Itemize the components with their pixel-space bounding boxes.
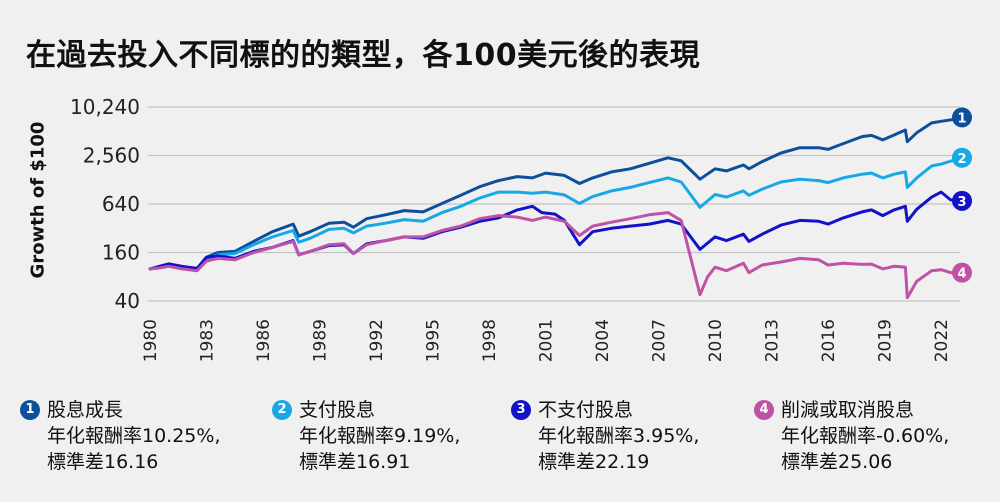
series-line-4 (148, 211, 962, 300)
legend-stdev-3: 標準差22.19 (538, 451, 650, 473)
legend-badge-1: 1 (20, 400, 40, 420)
legend-return-1: 年化報酬率10.25%, (47, 425, 221, 447)
legend-item-3: 3 不支付股息 年化報酬率3.95%, 標準差22.19 (511, 397, 699, 475)
y-tick-label: 160 (102, 241, 140, 265)
legend-return-3: 年化報酬率3.95%, (538, 425, 700, 447)
series-end-badge-4 (952, 262, 972, 283)
y-tick-label: 2,560 (83, 144, 140, 168)
x-tick-label: 1995 (424, 319, 444, 362)
legend-badge-3: 3 (511, 400, 531, 420)
series-end-badge-2 (952, 147, 972, 168)
x-tick-label: 1992 (367, 319, 387, 362)
series-line-1 (148, 115, 962, 271)
series-line-2 (148, 156, 962, 272)
legend-name-2: 支付股息 (299, 399, 376, 421)
line-chart: 40 160 640 2,560 10,240 1980 1983 1986 1989 1992 1… (70, 95, 972, 362)
legend-name-4: 削減或取消股息 (781, 399, 915, 421)
series-end-badge-1 (952, 107, 972, 128)
legend-badge-2: 2 (272, 400, 292, 420)
legend-badge-4: 4 (754, 400, 774, 420)
chart-title: 在過去投入不同標的的類型，各100美元後的表現 (26, 38, 701, 73)
legend-stdev-2: 標準差16.91 (299, 451, 411, 473)
legend-return-4: 年化報酬率-0.60%, (781, 425, 950, 447)
series-end-label-2: 2 (957, 152, 966, 167)
series-end-label-3: 3 (957, 195, 966, 210)
x-tick-label: 2007 (650, 319, 670, 362)
legend-item-1: 1 股息成長 年化報酬率10.25%, 標準差16.16 (20, 397, 221, 475)
x-tick-label: 2004 (593, 319, 613, 362)
x-tick-label: 1980 (141, 319, 161, 362)
x-tick-label: 2013 (763, 319, 783, 362)
y-tick-label: 640 (102, 192, 140, 216)
x-tick-label: 2019 (876, 319, 896, 362)
series-end-label-4: 4 (957, 267, 966, 282)
legend-name-3: 不支付股息 (538, 399, 634, 421)
x-tick-label: 1989 (311, 319, 331, 362)
series-end-label-1: 1 (957, 111, 966, 126)
x-tick-label: 1986 (254, 319, 274, 362)
x-tick-label: 2010 (706, 319, 726, 362)
x-tick-label: 2022 (932, 319, 952, 362)
legend-item-2: 2 支付股息 年化報酬率9.19%, 標準差16.91 (272, 397, 460, 475)
x-tick-label: 2016 (819, 319, 839, 362)
x-tick-label: 2001 (537, 319, 557, 362)
legend-return-2: 年化報酬率9.19%, (299, 425, 461, 447)
legend-stdev-1: 標準差16.16 (47, 451, 159, 473)
x-tick-label: 1983 (198, 319, 218, 362)
series-end-badge-3 (952, 190, 972, 211)
y-tick-label: 10,240 (70, 95, 140, 119)
x-tick-label: 1998 (480, 319, 500, 362)
legend-name-1: 股息成長 (47, 399, 124, 421)
legend-stdev-4: 標準差25.06 (781, 451, 893, 473)
legend-item-4: 4 削減或取消股息 年化報酬率-0.60%, 標準差25.06 (754, 397, 949, 475)
y-tick-label: 40 (115, 289, 140, 313)
